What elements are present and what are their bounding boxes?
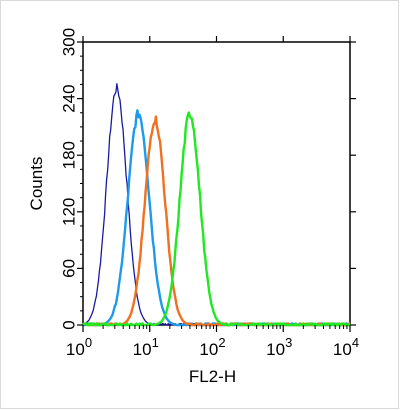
plot-area xyxy=(82,41,351,326)
x-tick-base: 10 xyxy=(199,340,218,359)
plot-border xyxy=(82,41,351,326)
x-tick-exponent: 3 xyxy=(285,335,292,350)
x-tick-base: 10 xyxy=(333,340,352,359)
y-tick-label: 300 xyxy=(60,28,79,56)
x-tick-base: 10 xyxy=(133,340,152,359)
x-tick-exponent: 2 xyxy=(218,335,225,350)
histogram-series-1 xyxy=(82,83,350,326)
x-tick-exponent: 4 xyxy=(352,335,359,350)
x-tick-label: 102 xyxy=(199,335,225,359)
y-tick-label: 240 xyxy=(60,84,79,112)
y-tick-label: 180 xyxy=(60,141,79,169)
histogram-series-2 xyxy=(82,109,351,327)
histogram-series-3 xyxy=(82,115,351,327)
x-tick-base: 10 xyxy=(266,340,285,359)
x-tick-label: 104 xyxy=(333,335,359,359)
x-tick-label: 103 xyxy=(266,335,292,359)
axis-ticks xyxy=(77,36,356,332)
x-tick-label: 100 xyxy=(66,335,92,359)
y-tick-label: 60 xyxy=(60,259,79,278)
x-tick-exponent: 0 xyxy=(85,335,92,350)
x-tick-exponent: 1 xyxy=(152,335,159,350)
histogram-series-4 xyxy=(82,111,351,327)
x-tick-label: 101 xyxy=(133,335,159,359)
series-group xyxy=(82,83,351,327)
x-tick-base: 10 xyxy=(66,340,85,359)
x-axis-label: FL2-H xyxy=(189,367,236,386)
y-axis-label: Counts xyxy=(27,157,46,211)
y-tick-label: 0 xyxy=(60,320,79,329)
y-tick-label: 120 xyxy=(60,198,79,226)
